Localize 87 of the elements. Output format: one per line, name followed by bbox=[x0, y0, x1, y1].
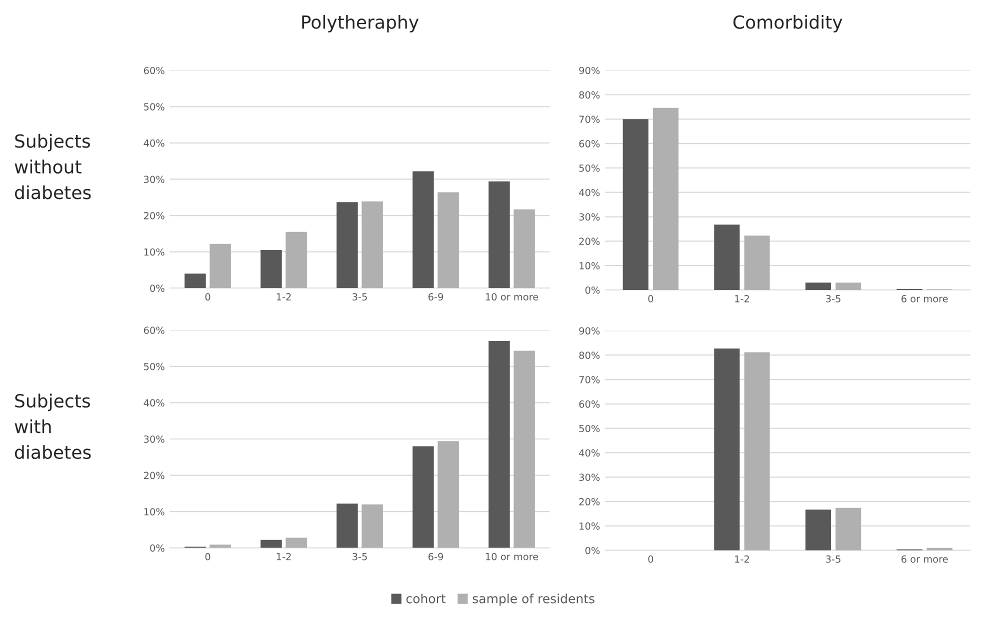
y-tick-label: 10% bbox=[580, 522, 600, 530]
bar bbox=[412, 446, 434, 548]
bar bbox=[210, 244, 231, 288]
bar bbox=[286, 232, 307, 288]
y-tick-label: 20% bbox=[579, 498, 600, 506]
y-tick-label: 60% bbox=[144, 326, 164, 334]
bar bbox=[336, 504, 358, 548]
y-tick-label: 90% bbox=[579, 66, 600, 74]
bar bbox=[805, 282, 831, 290]
bar bbox=[438, 441, 459, 548]
bar bbox=[336, 202, 358, 288]
bar bbox=[714, 224, 740, 290]
y-tick-label: 50% bbox=[144, 362, 164, 370]
y-tick-label: 60% bbox=[579, 400, 600, 408]
y-tick-label: 40% bbox=[144, 139, 164, 147]
y-tick-label: 0% bbox=[585, 286, 600, 294]
y-axis-title: Subjects with diabetes bbox=[14, 394, 91, 460]
x-tick-label: 0 bbox=[648, 295, 654, 302]
y-tick-label: 50% bbox=[144, 103, 164, 110]
y-tick-label: 0% bbox=[150, 544, 164, 552]
bar bbox=[488, 181, 510, 288]
y-tick-label: 70% bbox=[579, 376, 600, 384]
x-tick-label: 3-5 bbox=[352, 293, 367, 301]
bar bbox=[514, 209, 535, 288]
x-tick-label: 6 or more bbox=[902, 555, 948, 563]
y-tick-label: 40% bbox=[144, 399, 164, 407]
y-tick-label: 0% bbox=[585, 546, 600, 554]
x-tick-label: 6-9 bbox=[428, 552, 444, 560]
y-tick-label: 30% bbox=[579, 213, 600, 221]
y-tick-label: 50% bbox=[579, 424, 600, 432]
chart-title: Comorbidity bbox=[733, 14, 842, 32]
bar bbox=[836, 282, 862, 290]
x-tick-label: 1-2 bbox=[276, 552, 291, 560]
y-tick-label: 10% bbox=[580, 262, 600, 270]
bar bbox=[184, 274, 206, 288]
y-tick-label: 40% bbox=[579, 188, 600, 196]
y-axis-title: Subjects without diabetes bbox=[14, 134, 91, 200]
x-tick-label: 1-2 bbox=[735, 295, 749, 302]
bar bbox=[210, 544, 231, 548]
y-tick-label: 0% bbox=[150, 284, 164, 292]
y-tick-label: 60% bbox=[144, 66, 164, 74]
y-tick-label: 30% bbox=[144, 435, 164, 443]
x-tick-label: 10 or more bbox=[486, 293, 538, 301]
bar bbox=[438, 192, 459, 288]
y-tick-label: 80% bbox=[579, 91, 600, 99]
bar bbox=[514, 350, 535, 548]
x-tick-label: 0 bbox=[205, 293, 210, 301]
bar bbox=[622, 119, 648, 290]
legend-label: cohort bbox=[406, 594, 446, 604]
y-tick-label: 50% bbox=[579, 164, 600, 172]
y-tick-label: 30% bbox=[579, 474, 600, 481]
x-tick-label: 0 bbox=[205, 552, 210, 560]
bar bbox=[652, 108, 679, 290]
x-tick-label: 0 bbox=[648, 555, 654, 563]
bar bbox=[260, 540, 282, 548]
x-tick-label: 3-5 bbox=[352, 552, 367, 560]
x-tick-label: 1-2 bbox=[276, 293, 291, 300]
y-tick-label: 20% bbox=[144, 212, 164, 220]
bar bbox=[412, 171, 434, 288]
bar bbox=[836, 508, 862, 550]
x-tick-label: 1-2 bbox=[735, 555, 749, 563]
y-tick-label: 20% bbox=[579, 238, 600, 246]
bar bbox=[286, 538, 307, 548]
y-tick-label: 90% bbox=[579, 327, 600, 335]
x-tick-label: 6-9 bbox=[428, 293, 444, 301]
x-tick-label: 6 or more bbox=[902, 295, 948, 302]
y-tick-label: 10% bbox=[144, 248, 164, 256]
bar bbox=[362, 504, 383, 548]
x-tick-label: 3-5 bbox=[826, 295, 840, 302]
y-tick-label: 30% bbox=[144, 176, 164, 184]
legend-label: sample of residents bbox=[472, 594, 594, 606]
bar bbox=[362, 201, 383, 288]
y-tick-label: 70% bbox=[579, 116, 600, 123]
bar bbox=[744, 236, 770, 290]
y-tick-label: 10% bbox=[144, 508, 164, 516]
y-tick-label: 40% bbox=[579, 449, 600, 457]
bar bbox=[488, 340, 510, 548]
bar bbox=[805, 510, 831, 550]
x-tick-label: 3-5 bbox=[826, 555, 840, 563]
bar bbox=[714, 348, 740, 550]
y-tick-label: 60% bbox=[579, 140, 600, 148]
y-tick-label: 80% bbox=[579, 352, 600, 359]
x-tick-label: 10 or more bbox=[486, 552, 538, 560]
bar bbox=[260, 250, 282, 288]
y-tick-label: 20% bbox=[144, 472, 164, 480]
bar bbox=[744, 352, 770, 550]
chart-title: Polytheraphy bbox=[302, 14, 419, 32]
